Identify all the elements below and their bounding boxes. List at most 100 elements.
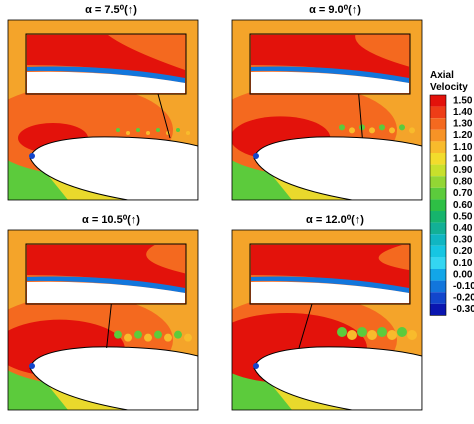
colorbar-swatch — [430, 199, 446, 211]
colorbar-label: 0.30 — [453, 235, 473, 246]
inset-shear — [251, 66, 409, 83]
inset-airfoil — [251, 71, 409, 93]
colorbar-label: 1.40 — [453, 107, 473, 118]
colorbar-frame — [429, 94, 447, 316]
vortex — [176, 128, 180, 132]
arrow — [106, 303, 112, 349]
vortex — [379, 124, 385, 131]
colorbar-label: 1.10 — [453, 142, 473, 153]
vortex — [144, 333, 152, 342]
colorbar-swatch — [430, 118, 446, 130]
airfoil — [253, 136, 422, 200]
vortex — [156, 128, 160, 132]
stagnation — [29, 363, 35, 369]
airfoil — [253, 346, 422, 410]
vortex — [337, 327, 347, 337]
colorbar-label: 1.50 — [453, 95, 473, 106]
inset-red — [251, 35, 409, 80]
airfoil — [29, 346, 198, 410]
colorbar-swatch — [430, 245, 446, 258]
colorbar-swatch — [430, 95, 446, 107]
colorbar-label: 1.30 — [453, 119, 473, 130]
colorbar-swatch — [430, 187, 446, 200]
contour-panel — [8, 20, 198, 200]
inset-airfoil — [27, 71, 185, 93]
colorbar-label: 0.70 — [453, 188, 473, 199]
vortex — [367, 330, 377, 340]
colorbar-swatch — [430, 211, 446, 223]
panel-title: α = 12.0⁰(↑) — [306, 214, 364, 226]
colorbar-label: -0.20 — [453, 293, 474, 304]
panel-frame — [231, 19, 423, 201]
colorbar-label: 0.50 — [453, 211, 473, 222]
vortex — [399, 124, 405, 131]
colorbar-swatch — [430, 292, 446, 304]
colorbar-swatch — [430, 280, 446, 293]
colorbar-swatch — [430, 129, 446, 142]
inset-shear — [251, 276, 409, 293]
colorbar-swatch — [430, 222, 446, 235]
vortex — [186, 131, 190, 135]
vortex — [116, 128, 120, 132]
vortex — [146, 131, 150, 135]
contour-panel — [232, 20, 422, 200]
panel-title: α = 9.0⁰(↑) — [309, 4, 361, 16]
colorbar-label: 0.90 — [453, 165, 473, 176]
arrow — [157, 93, 171, 139]
colorbar-swatch — [430, 234, 446, 246]
inset-shear — [27, 66, 185, 83]
colorbar-label: 1.00 — [453, 153, 473, 164]
vortex — [174, 330, 182, 339]
stagnation — [29, 153, 35, 159]
vortex — [409, 127, 415, 134]
airfoil — [29, 136, 198, 200]
stagnation — [253, 153, 259, 159]
vortex — [377, 327, 387, 337]
inset-red — [27, 245, 185, 290]
vortex — [164, 333, 172, 342]
colorbar-label: 0.00 — [453, 269, 473, 280]
inset-shear — [27, 276, 185, 293]
contour-panel — [232, 230, 422, 410]
panel-title: α = 7.5⁰(↑) — [85, 4, 137, 16]
colorbar-swatch — [430, 303, 446, 316]
vortex — [124, 333, 132, 342]
arrow — [358, 93, 363, 139]
colorbar-label: -0.30 — [453, 304, 474, 315]
colorbar-label: 0.60 — [453, 200, 473, 211]
vortex — [359, 124, 365, 131]
inset-red — [27, 35, 185, 80]
colorbar-title: Axial Velocity — [430, 70, 468, 93]
vortex — [397, 327, 407, 337]
vortex — [184, 333, 192, 342]
contour-panel — [8, 230, 198, 410]
inset-airfoil — [27, 281, 185, 303]
colorbar-swatch — [430, 106, 446, 119]
colorbar-swatch — [430, 164, 446, 177]
arrow — [298, 303, 313, 349]
colorbar-label: 0.40 — [453, 223, 473, 234]
inset-red — [251, 245, 409, 290]
vortex — [126, 131, 130, 135]
vortex — [136, 128, 140, 132]
colorbar-swatch — [430, 176, 446, 188]
colorbar-label: 1.20 — [453, 130, 473, 141]
vortex — [407, 330, 417, 340]
vortex — [347, 330, 357, 340]
panel-frame — [231, 229, 423, 411]
inset-airfoil — [251, 281, 409, 303]
vortex — [387, 330, 397, 340]
colorbar-swatch — [430, 153, 446, 165]
vortex — [339, 124, 345, 131]
vortex — [389, 127, 395, 134]
colorbar-label: -0.10 — [453, 281, 474, 292]
colorbar-label: 0.20 — [453, 246, 473, 257]
colorbar-swatch — [430, 257, 446, 269]
colorbar-swatch — [430, 269, 446, 281]
vortex — [349, 127, 355, 134]
colorbar-swatch — [430, 141, 446, 153]
stagnation — [253, 363, 259, 369]
vortex — [369, 127, 375, 134]
vortex — [114, 330, 122, 339]
